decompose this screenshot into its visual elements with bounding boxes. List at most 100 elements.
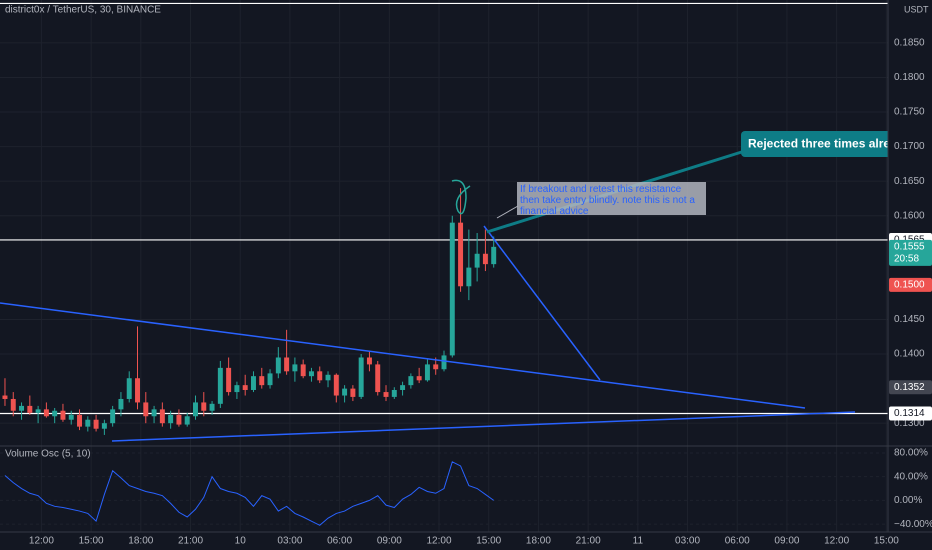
- candle-body: [242, 385, 248, 390]
- candle-body: [143, 402, 149, 417]
- candle-body: [10, 398, 16, 411]
- candle-body: [391, 389, 397, 397]
- candle-body: [2, 395, 8, 399]
- candle-body: [110, 409, 116, 424]
- x-tick-label: 18:00: [128, 536, 153, 547]
- candle-body: [27, 405, 33, 413]
- candle-body: [400, 385, 406, 390]
- x-tick-label: 12:00: [427, 536, 452, 547]
- x-tick-label: 21:00: [178, 536, 203, 547]
- currency: USDT: [904, 4, 929, 14]
- x-tick-label: 09:00: [774, 536, 799, 547]
- candle-body: [284, 357, 290, 372]
- candle-body: [19, 405, 25, 411]
- candle-body: [275, 357, 281, 374]
- candle-body: [308, 371, 314, 377]
- candle-body: [300, 364, 306, 377]
- candle-body: [325, 374, 331, 381]
- y-tick-label: 0.1600: [894, 210, 925, 221]
- candle-body: [126, 378, 132, 399]
- countdown: 20:58: [894, 253, 919, 264]
- candle-body: [151, 409, 157, 417]
- indicator-title: Volume Osc (5, 10): [5, 449, 91, 460]
- candle-body: [424, 364, 430, 381]
- x-tick-label: 11: [633, 536, 644, 547]
- x-tick-label: 06:00: [725, 536, 750, 547]
- trend-line: [0, 302, 806, 409]
- y-tick-label: 0.1650: [894, 176, 925, 187]
- y-tick-label: 40.00%: [894, 471, 928, 482]
- candle-body: [375, 364, 381, 393]
- candle-body: [441, 355, 447, 370]
- x-tick-label: 06:00: [327, 536, 352, 547]
- note-box: [517, 182, 706, 215]
- x-tick-label: 12:00: [824, 536, 849, 547]
- y-tick-label: 0.1700: [894, 141, 925, 152]
- candle-body: [93, 419, 99, 429]
- candle-body: [317, 371, 323, 381]
- candle-body: [168, 414, 174, 424]
- candle-body: [101, 423, 107, 429]
- x-tick-label: 03:00: [675, 536, 700, 547]
- y-tick-label: 0.1300: [894, 418, 925, 429]
- candle-body: [466, 267, 472, 287]
- axis: 12:00 15:00 18:00 21:00 10 03:00 06:00 09:00 12:…: [29, 38, 932, 547]
- candle-body: [35, 409, 41, 413]
- candle-body: [68, 414, 74, 420]
- candle-body: [159, 409, 165, 424]
- x-tick-label: 15:00: [874, 536, 899, 547]
- y-tick-label: −40.00%: [894, 519, 932, 530]
- price-marker: [889, 406, 932, 421]
- candle-body: [193, 402, 198, 417]
- candle-body: [234, 385, 240, 393]
- candle-body: [250, 376, 256, 390]
- grid: [0, 0, 888, 532]
- y-tick-label: 0.00%: [894, 495, 922, 506]
- callout-box: [741, 131, 911, 157]
- oscillator-line: [4, 461, 494, 526]
- candle-body: [60, 410, 66, 420]
- price-marker-label: 0.1314: [894, 408, 925, 419]
- callout-text: Rejected three times alrea: [748, 137, 897, 151]
- candle-body: [333, 374, 339, 396]
- candle-body: [176, 414, 182, 425]
- candle-body: [458, 222, 464, 287]
- price-marker: [889, 277, 932, 292]
- candle-body: [184, 416, 190, 425]
- price-axis-bg: [888, 0, 932, 550]
- candle-body: [43, 409, 49, 417]
- y-tick-label: 0.1800: [894, 72, 925, 83]
- candle-body: [267, 373, 273, 386]
- price-marker-label: 0.1555: [894, 241, 925, 252]
- candle-body: [474, 253, 480, 268]
- x-tick-label: 09:00: [377, 536, 402, 547]
- candle-body: [366, 357, 372, 365]
- price-marker: [889, 380, 932, 395]
- candle-body: [77, 414, 83, 427]
- price-marker-label: 0.1500: [894, 280, 925, 291]
- note-pointer: [496, 205, 519, 219]
- candle-body: [408, 376, 414, 386]
- trend-line: [483, 225, 601, 381]
- candle-body: [433, 364, 439, 370]
- candle-body: [491, 246, 497, 265]
- highlight-curve: [451, 179, 471, 215]
- candle-body: [482, 253, 488, 265]
- x-tick-label: 10: [235, 536, 247, 547]
- price-marker-label: 0.1352: [894, 382, 925, 393]
- y-tick-label: 0.1400: [894, 349, 925, 360]
- y-tick-label: 0.1450: [894, 314, 925, 325]
- candle-body: [449, 222, 455, 356]
- candle-body: [217, 367, 223, 404]
- note-text: If breakout and retest this resistance t…: [520, 184, 695, 216]
- candle-body: [358, 357, 364, 397]
- candle-body: [201, 402, 207, 411]
- x-tick-label: 21:00: [576, 536, 601, 547]
- y-tick-label: 80.00%: [894, 448, 928, 459]
- candle-body: [209, 403, 215, 411]
- price-marker: [889, 239, 932, 266]
- note: If breakout and retest this resistance t…: [520, 184, 695, 216]
- y-tick-label: 0.1850: [894, 38, 925, 49]
- x-tick-label: 18:00: [526, 536, 551, 547]
